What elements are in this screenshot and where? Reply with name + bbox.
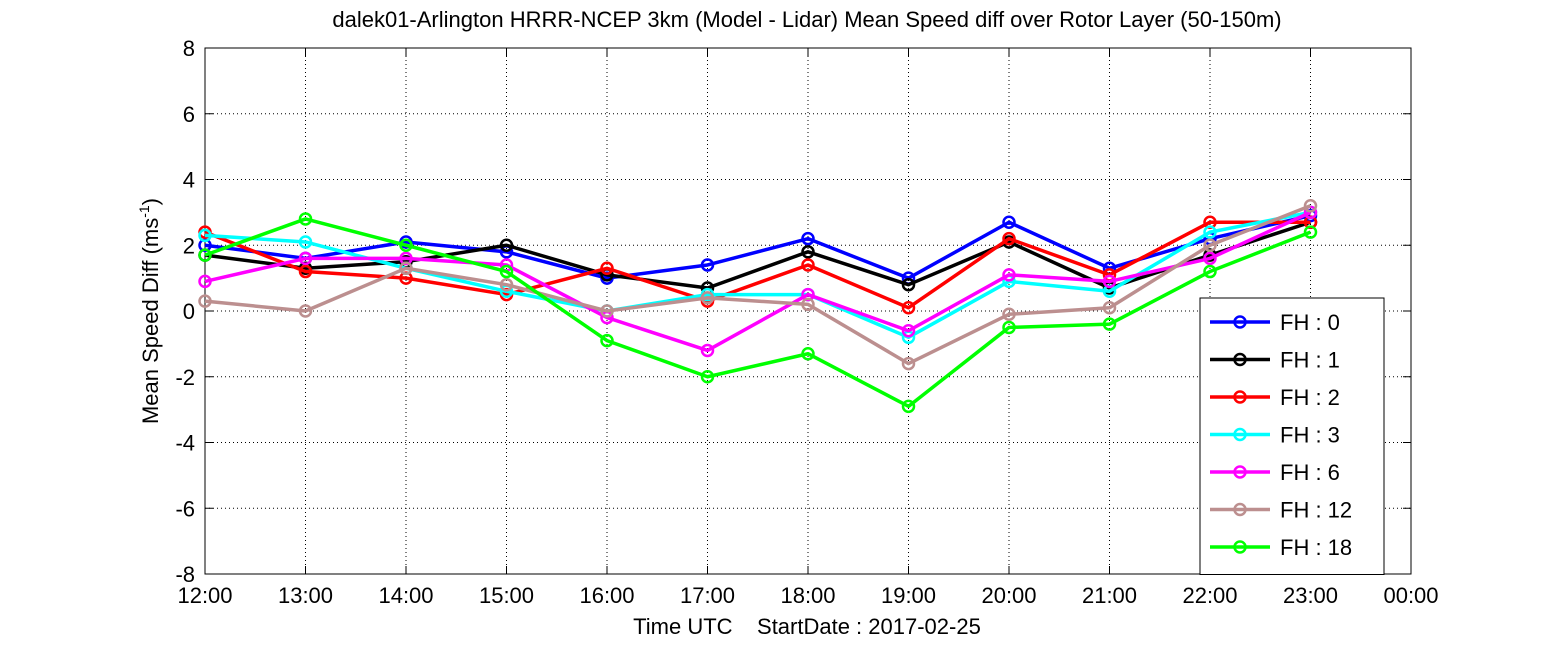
x-tick-label: 17:00 [680, 583, 735, 608]
x-tick-label: 13:00 [278, 583, 333, 608]
y-axis-label-close: ) [138, 198, 163, 205]
y-tick-label: 6 [183, 102, 195, 127]
data-point [600, 304, 614, 318]
data-point [1002, 215, 1016, 229]
data-point [198, 248, 212, 262]
x-tick-label: 20:00 [981, 583, 1036, 608]
x-tick-label: 21:00 [1082, 583, 1137, 608]
data-point [901, 323, 916, 338]
series-6 [198, 212, 1318, 414]
x-axis-ticks: 12:00 13:00 14:00 15:00 16:00 17:00 18:00 19:00… [177, 48, 1439, 608]
data-point [298, 264, 313, 279]
data-point [1203, 264, 1217, 279]
data-point [499, 264, 514, 279]
data-point [801, 231, 815, 246]
data-point [801, 245, 815, 259]
data-point [901, 399, 916, 414]
y-tick-label: 2 [183, 233, 195, 258]
data-point [499, 277, 514, 292]
legend: FH : 0 FH : 1 FH : 2 FH : 3 FH : 6 FH : 12 FH … [1199, 297, 1385, 575]
legend-entry-label: FH : 2 [1280, 385, 1340, 410]
data-point [700, 291, 715, 305]
series-line [204, 210, 1312, 353]
series-line [204, 204, 1312, 366]
legend-swatch-marker [1233, 315, 1247, 329]
x-tick-label: 22:00 [1182, 583, 1237, 608]
data-point [198, 228, 212, 243]
data-point [700, 370, 715, 384]
data-point [901, 356, 916, 371]
data-point [1102, 300, 1117, 315]
data-point [198, 294, 212, 308]
y-tick-label: 8 [183, 36, 195, 61]
data-point [298, 212, 313, 226]
y-tick-label: 4 [183, 168, 195, 193]
data-point [298, 235, 313, 249]
x-tick-label: 19:00 [881, 583, 936, 608]
x-tick-label: 18:00 [780, 583, 835, 608]
data-point [1102, 274, 1117, 289]
legend-entry-label: FH : 12 [1280, 498, 1352, 523]
legend-entry-label: FH : 0 [1280, 310, 1340, 335]
data-point [499, 238, 514, 252]
data-point [1303, 199, 1318, 213]
data-point [700, 258, 715, 272]
legend-entry-label: FH : 1 [1280, 348, 1340, 373]
y-axis-ticks: -8 -6 -4 -2 0 2 4 6 8 [175, 36, 1411, 587]
y-axis-label-superscript: -1 [136, 205, 152, 218]
data-point [901, 277, 916, 292]
chart-title: dalek01-Arlington HRRR-NCEP 3km (Model -… [332, 7, 1281, 32]
legend-swatch-marker [1233, 465, 1247, 479]
legend-swatch-marker [1233, 502, 1247, 517]
data-point [600, 333, 614, 348]
x-tick-label: 00:00 [1383, 583, 1438, 608]
legend-swatch-marker [1233, 352, 1247, 367]
series-line [204, 213, 1311, 280]
y-tick-label: 0 [183, 299, 195, 324]
data-point [1002, 320, 1016, 335]
x-axis-label: Time UTC StartDate : 2017-02-25 [633, 614, 981, 639]
data-point [600, 261, 614, 276]
data-point [700, 343, 715, 358]
y-tick-label: -6 [175, 496, 195, 521]
legend-entry-label: FH : 6 [1280, 460, 1340, 485]
series-group [198, 199, 1318, 414]
y-tick-label: -8 [175, 562, 195, 587]
data-point [1002, 307, 1016, 322]
x-tick-label: 23:00 [1283, 583, 1338, 608]
y-axis-label: Mean Speed Diff (ms-1) [136, 198, 163, 424]
data-point [1203, 238, 1217, 252]
data-point [298, 304, 313, 318]
data-point [198, 274, 212, 289]
data-point [801, 297, 815, 312]
data-point [1203, 251, 1217, 266]
x-tick-label: 14:00 [378, 583, 433, 608]
legend-swatch-marker [1233, 390, 1247, 404]
legend-entry-label: FH : 3 [1280, 423, 1340, 448]
data-point [1002, 231, 1016, 246]
series-5 [198, 199, 1318, 371]
data-point [298, 251, 313, 266]
x-tick-label: 15:00 [479, 583, 534, 608]
data-point [399, 238, 413, 252]
y-tick-label: -4 [175, 431, 195, 456]
legend-swatch-marker [1233, 540, 1247, 554]
data-point [1203, 225, 1217, 239]
data-point [801, 258, 815, 272]
legend-swatch-marker [1233, 427, 1247, 442]
legend-entry-label: FH : 18 [1280, 535, 1352, 560]
x-tick-label: 16:00 [579, 583, 634, 608]
y-axis-label-main: Mean Speed Diff (ms [138, 218, 163, 424]
data-point [801, 346, 815, 361]
y-tick-label: -2 [175, 365, 195, 390]
data-point [399, 261, 413, 276]
data-point [1303, 225, 1318, 239]
series-line [204, 210, 1311, 340]
series-line [204, 217, 1312, 409]
x-tick-label: 12:00 [177, 583, 232, 608]
data-point [1002, 268, 1016, 282]
data-point [1102, 317, 1117, 331]
data-point [901, 300, 916, 315]
